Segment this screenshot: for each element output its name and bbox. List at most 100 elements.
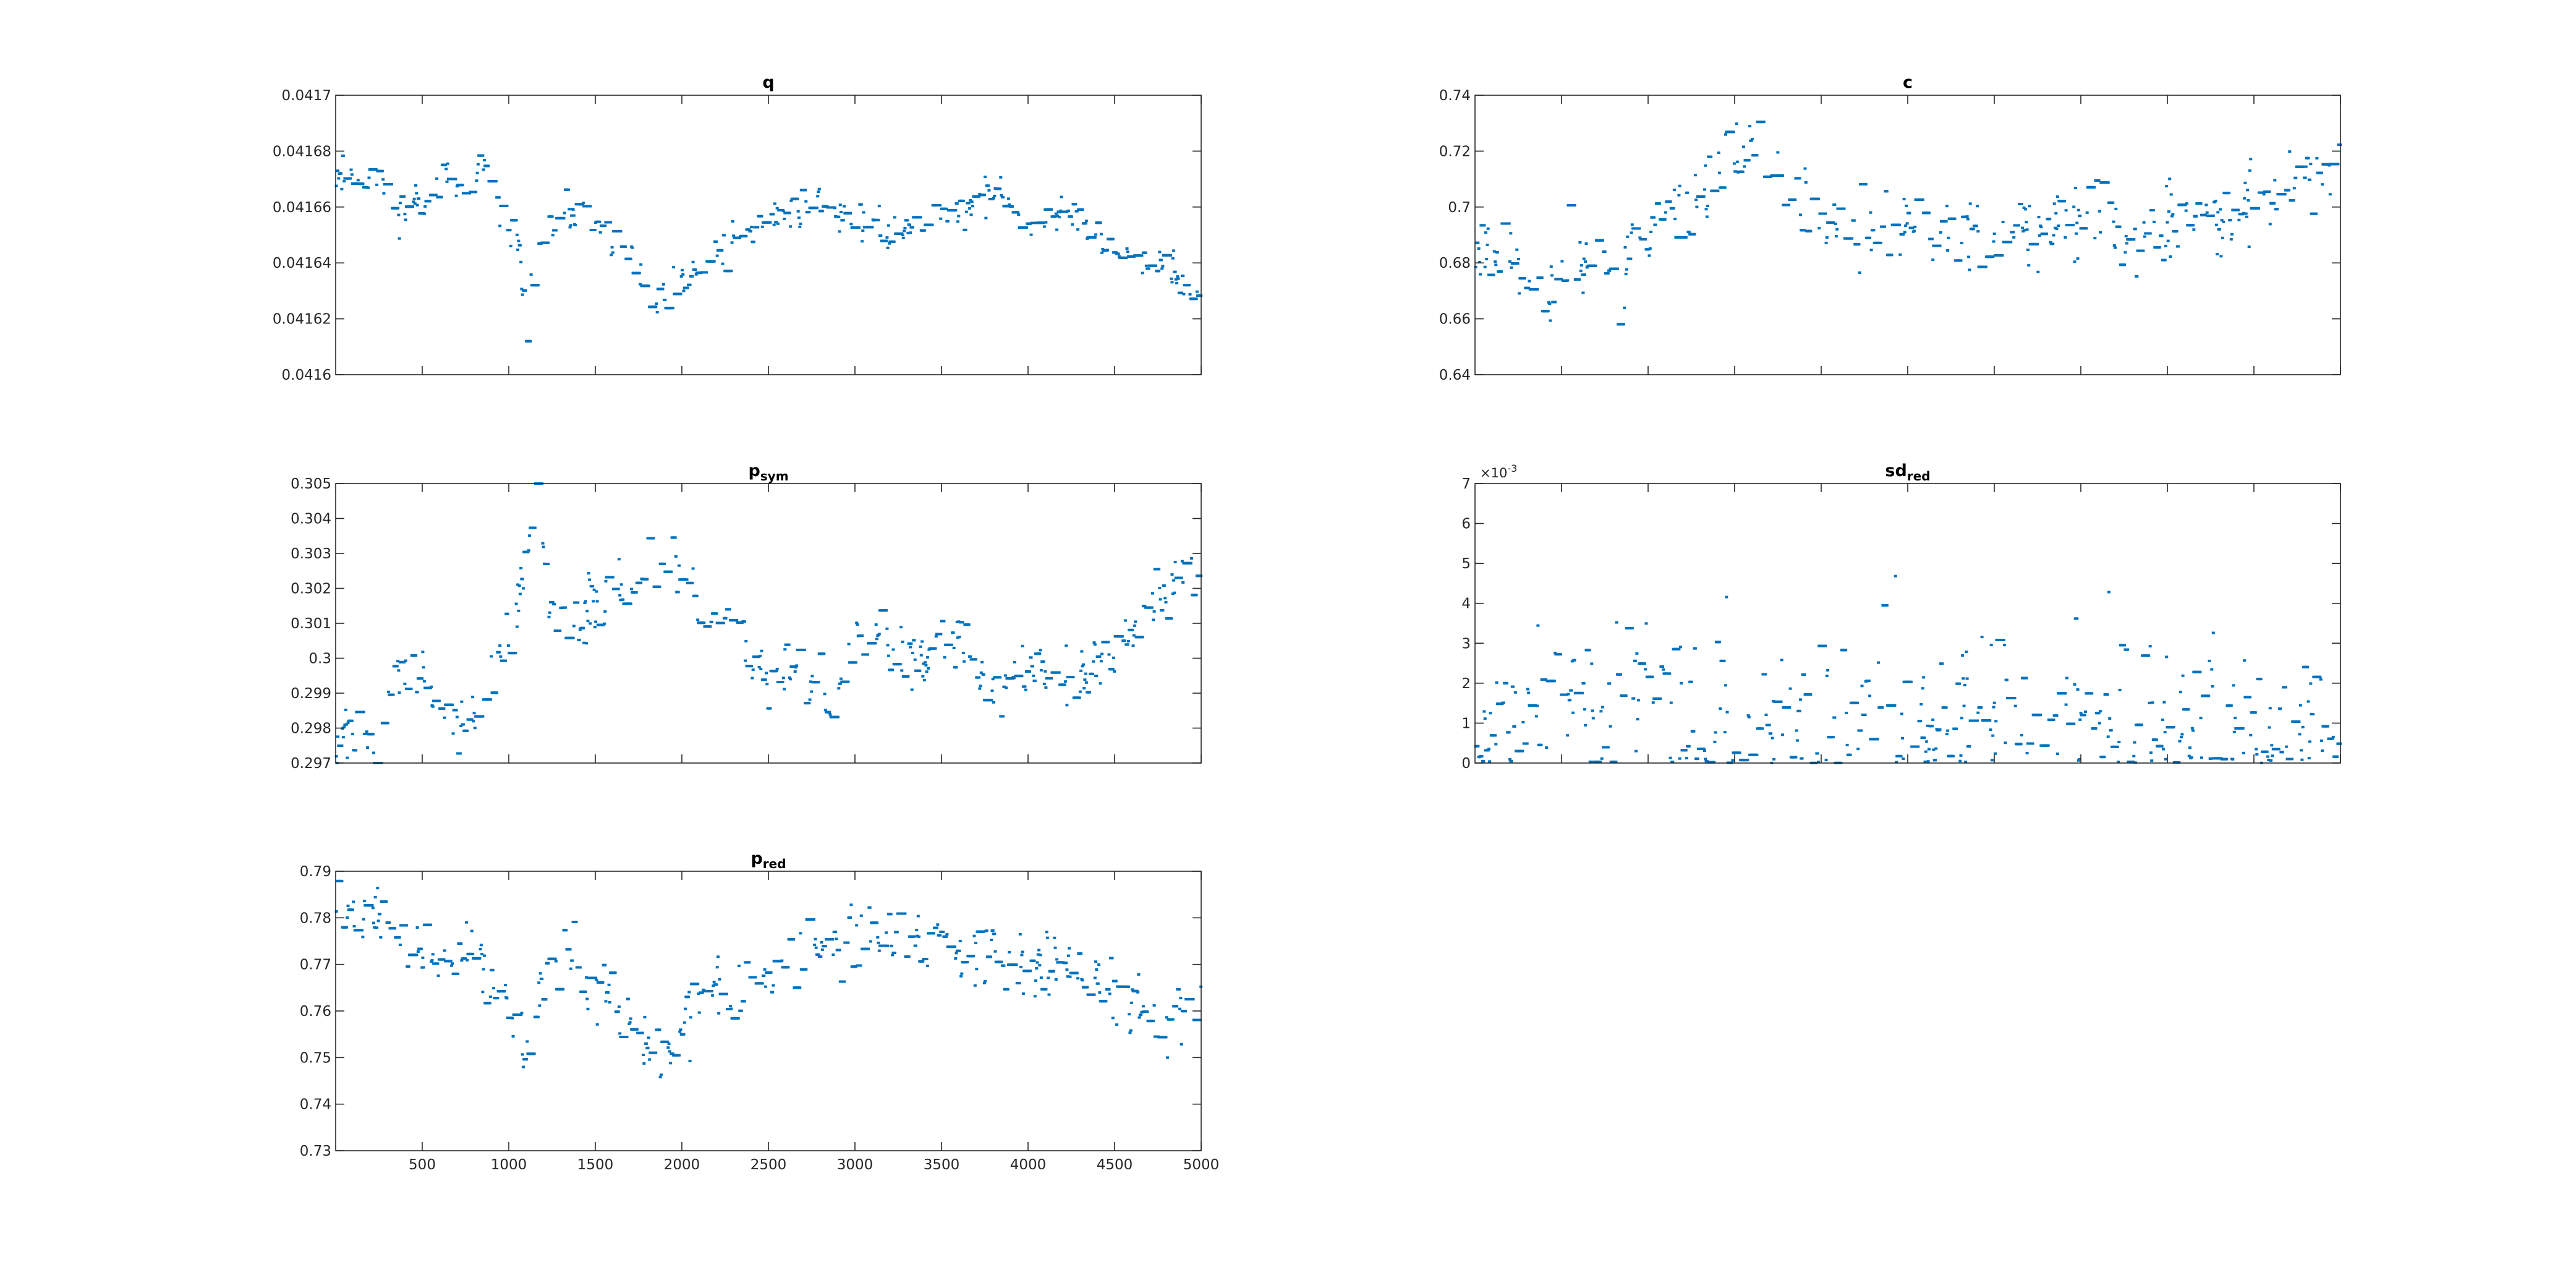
- data-point: [2072, 224, 2075, 226]
- data-point: [490, 655, 493, 658]
- data-point: [2076, 688, 2080, 691]
- data-point: [978, 687, 982, 690]
- data-point: [742, 620, 746, 623]
- data-point: [546, 962, 550, 965]
- data-point: [472, 720, 475, 723]
- data-point: [352, 924, 356, 928]
- data-point: [1124, 256, 1128, 259]
- data-point: [388, 921, 391, 924]
- data-point: [1521, 749, 1524, 753]
- data-point: [2025, 676, 2028, 680]
- data-point: [443, 716, 446, 719]
- data-point: [1992, 701, 1996, 704]
- data-point: [961, 621, 964, 624]
- data-point: [849, 223, 853, 226]
- data-point: [1868, 694, 1872, 697]
- data-point: [405, 924, 408, 927]
- data-point: [344, 723, 348, 726]
- data-point: [1550, 274, 1554, 277]
- data-point: [1966, 218, 1970, 221]
- data-point: [474, 190, 478, 194]
- data-point: [1083, 678, 1087, 681]
- data-point: [1173, 270, 1177, 273]
- data-point: [478, 957, 482, 960]
- data-point: [1188, 293, 1192, 296]
- data-point: [1781, 733, 1784, 736]
- data-point: [1693, 232, 1696, 236]
- data-point: [1502, 701, 1505, 704]
- data-point: [482, 168, 485, 171]
- axes-box: [1474, 95, 2341, 375]
- data-point: [2229, 704, 2233, 707]
- data-point: [367, 176, 371, 179]
- data-point: [2036, 270, 2040, 273]
- data-point: [2038, 234, 2041, 237]
- data-point: [361, 182, 365, 186]
- data-point: [688, 283, 692, 286]
- data-point: [1005, 686, 1008, 689]
- data-point: [2078, 718, 2082, 721]
- data-point: [2077, 208, 2080, 211]
- data-point: [1746, 714, 1750, 717]
- data-point: [1071, 223, 1074, 226]
- data-point: [2253, 711, 2257, 714]
- data-point: [1626, 235, 1630, 238]
- data-point: [705, 271, 708, 274]
- data-point: [823, 709, 827, 712]
- data-point: [925, 656, 929, 659]
- data-point: [2255, 753, 2259, 756]
- data-point: [1500, 270, 1503, 273]
- data-point: [1078, 696, 1081, 699]
- data-point: [2132, 761, 2135, 764]
- data-point: [483, 159, 486, 161]
- data-point: [1042, 225, 1046, 228]
- data-point: [562, 216, 566, 220]
- data-point: [598, 231, 602, 234]
- data-point: [804, 200, 808, 203]
- data-point: [459, 942, 463, 945]
- data-point: [460, 700, 464, 703]
- data-point: [2192, 228, 2196, 231]
- data-point: [1173, 561, 1177, 563]
- data-point: [494, 180, 498, 183]
- data-point: [807, 702, 811, 705]
- data-point: [1006, 197, 1010, 200]
- y-tick-label: 0.04166: [273, 200, 331, 216]
- data-point: [2292, 199, 2295, 202]
- data-point: [1747, 159, 1751, 162]
- data-point: [1600, 706, 1604, 709]
- data-point: [787, 643, 791, 646]
- data-point: [679, 275, 683, 278]
- data-point: [1584, 242, 1588, 245]
- data-point: [618, 1032, 622, 1035]
- data-point: [639, 263, 643, 266]
- data-point: [991, 678, 995, 681]
- data-point: [1140, 254, 1144, 257]
- data-point: [1687, 231, 1691, 233]
- data-point: [927, 667, 930, 670]
- data-point: [1905, 204, 1908, 207]
- data-point: [886, 246, 890, 249]
- data-point: [2185, 202, 2188, 205]
- data-point: [877, 218, 880, 221]
- data-point: [436, 974, 440, 977]
- data-point: [564, 929, 568, 932]
- data-point: [2268, 707, 2272, 710]
- data-point: [362, 900, 366, 903]
- data-point: [2063, 200, 2067, 203]
- data-point: [371, 906, 375, 910]
- data-point: [1618, 673, 1622, 676]
- data-point: [514, 652, 517, 655]
- data-point: [977, 676, 981, 679]
- data-point: [1826, 669, 1830, 672]
- data-point: [652, 537, 655, 540]
- data-point: [1195, 290, 1199, 293]
- data-point: [956, 636, 959, 639]
- data-point: [921, 675, 925, 678]
- data-point: [1671, 761, 1675, 764]
- data-point: [1842, 207, 1846, 210]
- data-point: [1988, 719, 1992, 722]
- data-point: [378, 913, 382, 916]
- data-point: [1511, 685, 1515, 688]
- data-point: [2097, 712, 2101, 715]
